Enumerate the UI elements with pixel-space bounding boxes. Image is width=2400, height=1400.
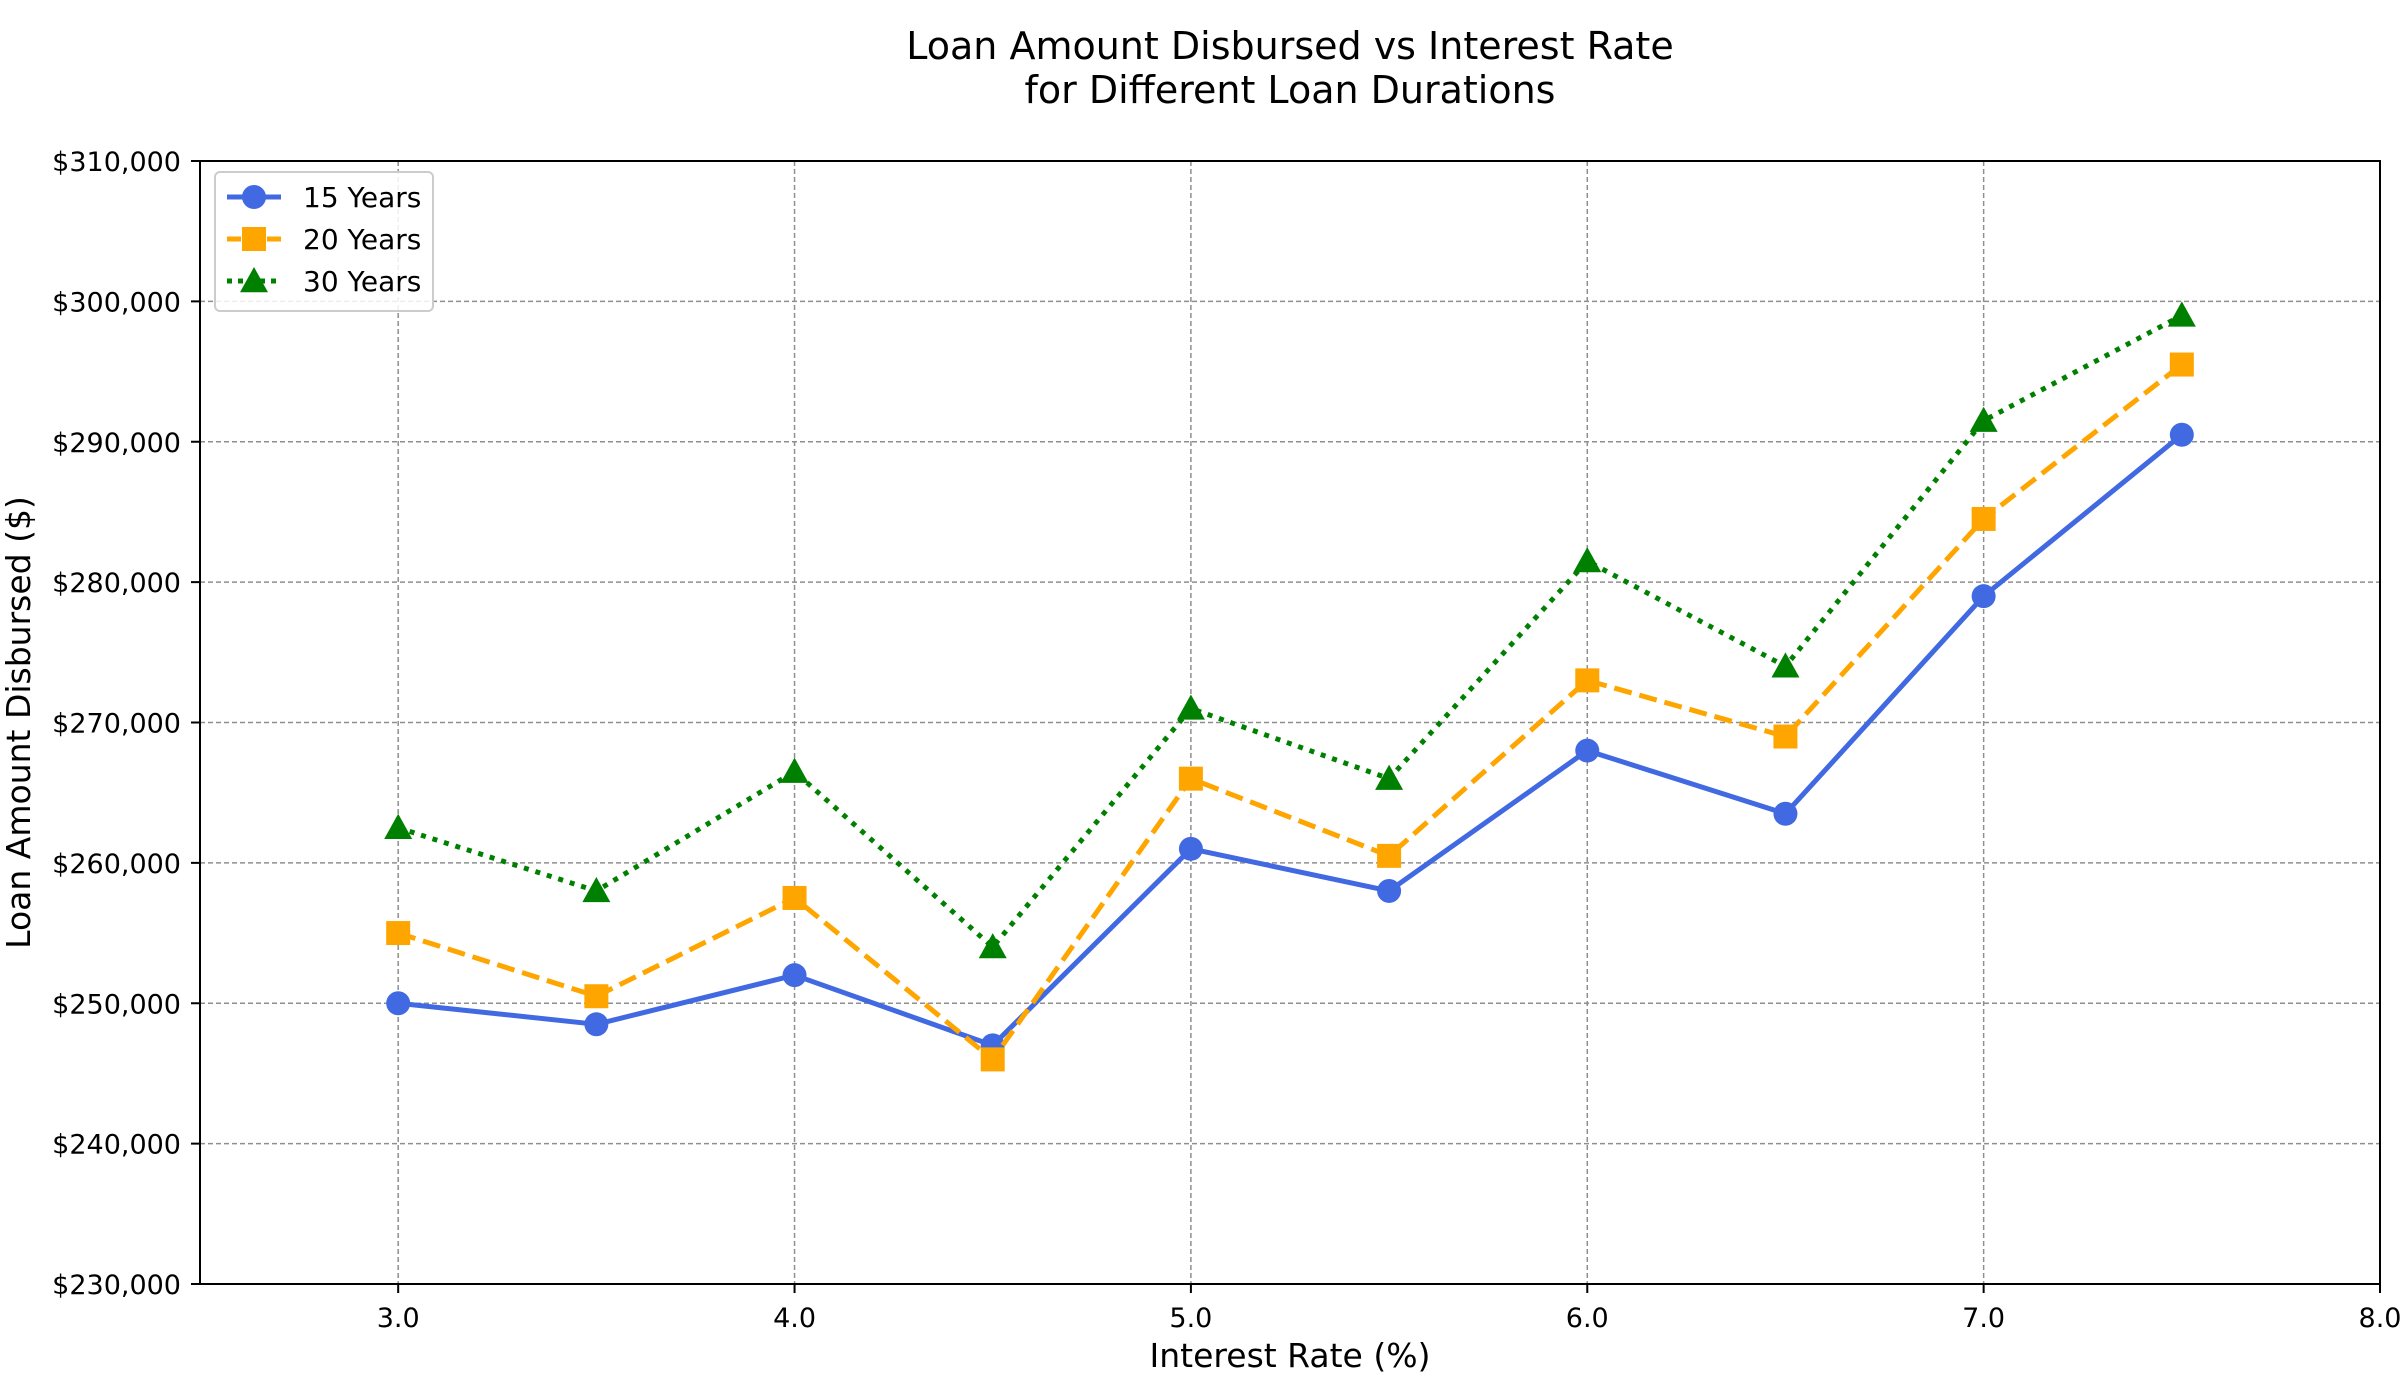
chart-title-line-1: Loan Amount Disbursed vs Interest Rate [906, 24, 1673, 68]
data-point [584, 984, 609, 1009]
data-point [780, 757, 809, 783]
data-point [1377, 843, 1402, 868]
y-tick-label: $240,000 [52, 1130, 181, 1161]
data-point [782, 963, 807, 988]
series-line [397, 313, 2183, 950]
data-point [1575, 738, 1600, 763]
y-tick-label: $260,000 [52, 849, 181, 880]
legend-marker-swatch [240, 267, 268, 293]
y-tick-label: $300,000 [52, 287, 181, 318]
data-point [978, 933, 1007, 959]
y-tick-label: $280,000 [52, 568, 181, 599]
x-tick-label: 4.0 [773, 1303, 816, 1334]
series-15-years [386, 422, 2194, 1058]
series-line [397, 362, 2184, 1062]
axis-ticks: 3.0 4.0 5.0 6.0 7.0 8.0 $230,000 $240,000 $250,0… [52, 147, 2400, 1334]
data-point [1575, 668, 1600, 693]
data-point [1969, 406, 1998, 432]
legend-marker-swatch [242, 227, 266, 251]
y-tick-label: $250,000 [52, 989, 181, 1020]
legend-entry: 15 Years [227, 181, 421, 214]
y-tick-label: $270,000 [52, 709, 181, 740]
data-point [1971, 584, 1996, 609]
data-point [2167, 301, 2196, 327]
y-tick-label: $310,000 [52, 147, 181, 178]
legend-label: 20 Years [303, 223, 421, 256]
data-point [1771, 652, 1800, 678]
x-tick-label: 5.0 [1169, 1303, 1212, 1334]
x-tick-label: 8.0 [2359, 1303, 2400, 1334]
data-point [1178, 766, 1203, 791]
x-axis-label: Interest Rate (%) [1150, 1336, 1431, 1375]
series-30-years [384, 301, 2196, 959]
data-point [582, 876, 611, 903]
legend-entry: 30 Years [227, 265, 421, 298]
data-point [782, 885, 807, 910]
data-point [980, 1047, 1005, 1072]
data-point [1573, 547, 1602, 573]
data-point [386, 991, 411, 1016]
y-tick-label: $230,000 [52, 1270, 181, 1301]
data-point [584, 1012, 609, 1037]
x-tick-label: 6.0 [1566, 1303, 1609, 1334]
data-point [1773, 724, 1798, 749]
legend: 15 Years 20 Years 30 Years [214, 171, 434, 312]
x-tick-label: 3.0 [377, 1303, 420, 1334]
data-point [2169, 422, 2194, 447]
series-layer [384, 301, 2196, 1072]
data-point [386, 921, 411, 946]
legend-marker-swatch [242, 185, 266, 209]
data-point [2169, 352, 2194, 377]
y-tick-label: $290,000 [52, 428, 181, 459]
grid [200, 161, 2380, 1284]
data-point [1178, 836, 1203, 861]
series-20-years [386, 352, 2194, 1072]
data-point [1971, 506, 1996, 531]
y-axis-label: Loan Amount Disbursed ($) [0, 496, 38, 949]
legend-label: 30 Years [303, 265, 421, 298]
chart-title-line-2: for Different Loan Durations [1025, 68, 1556, 112]
series-line [397, 432, 2184, 1048]
legend-box [214, 171, 434, 312]
data-point [1375, 764, 1404, 790]
legend-label: 15 Years [303, 181, 421, 214]
legend-entry: 20 Years [227, 223, 421, 256]
data-point [1176, 694, 1205, 720]
data-point [1377, 878, 1402, 903]
x-tick-label: 7.0 [1962, 1303, 2005, 1334]
data-point [1773, 801, 1798, 826]
data-point [384, 813, 413, 839]
